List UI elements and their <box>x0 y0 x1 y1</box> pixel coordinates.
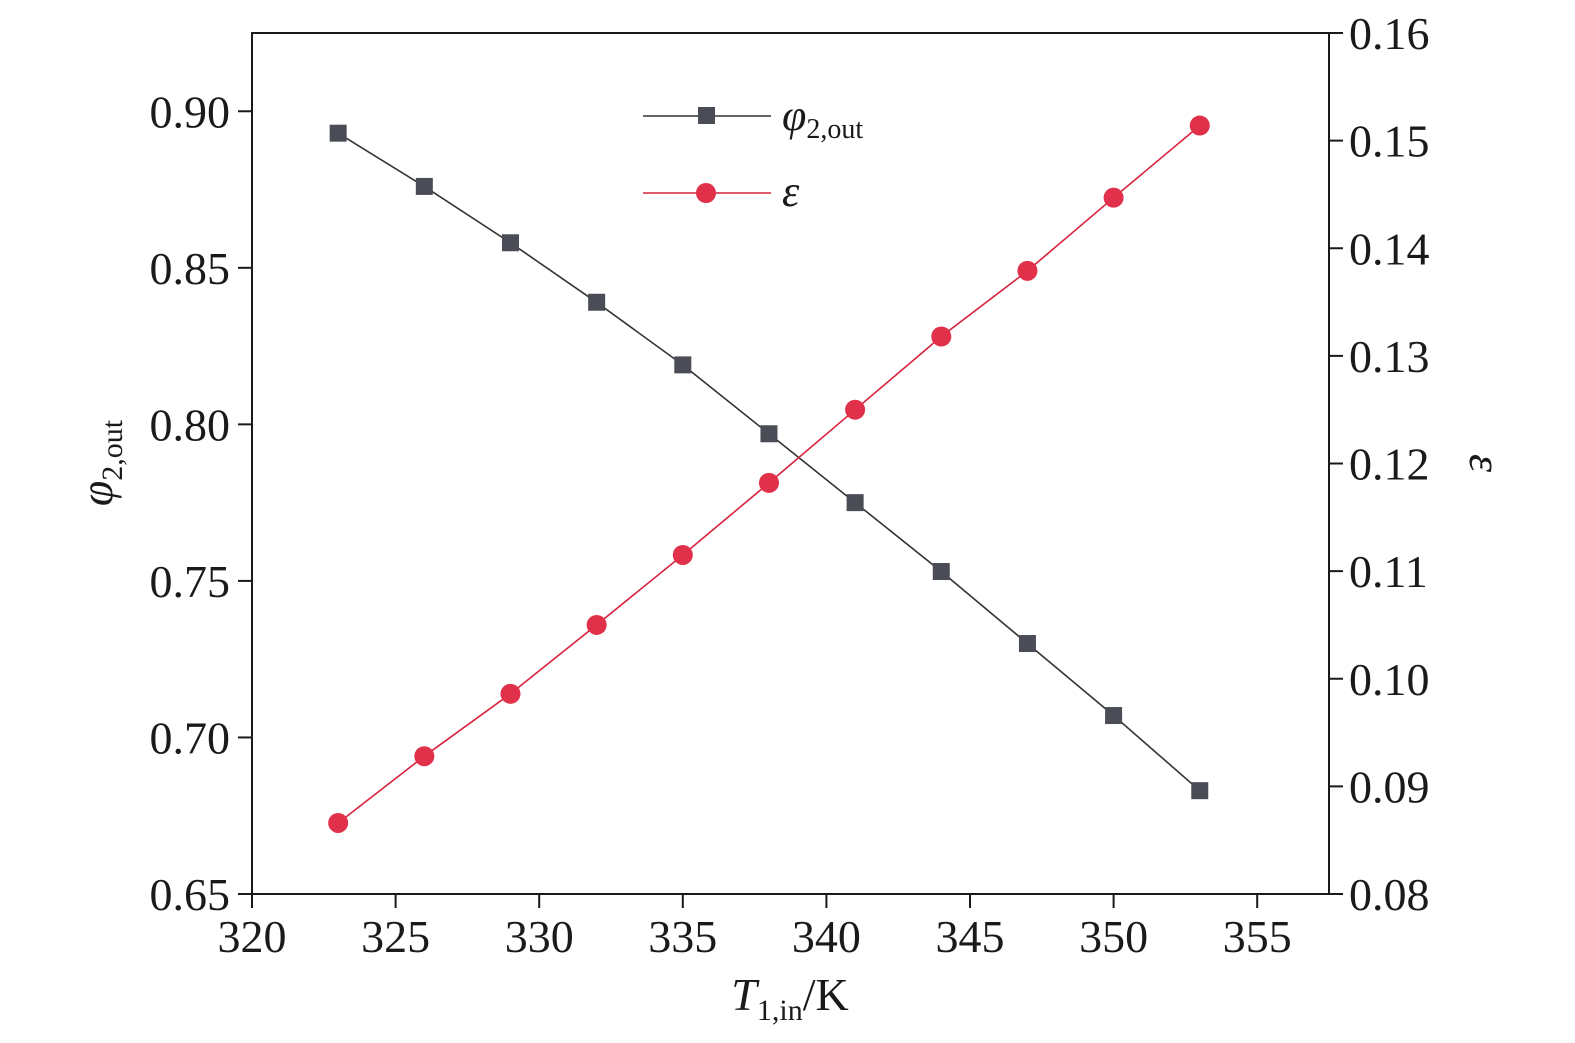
x-axis-title-main: T <box>731 969 760 1020</box>
x-axis-title-unit: /K <box>803 969 849 1020</box>
y-left-tick-label: 0.70 <box>150 712 231 763</box>
data-point-phi <box>760 425 778 443</box>
data-point-epsilon <box>931 326 952 347</box>
data-point-phi <box>846 494 864 512</box>
x-tick-label: 345 <box>936 911 1005 962</box>
series-markers <box>328 115 1210 833</box>
y-right-tick-label: 0.11 <box>1349 546 1428 597</box>
y-right-tick-label: 0.13 <box>1349 331 1430 382</box>
legend-marker-epsilon <box>696 183 716 203</box>
svg-text:T1,in/K: T1,in/K <box>731 969 848 1027</box>
data-point-phi <box>1018 635 1036 653</box>
y-right-tick-label: 0.09 <box>1349 761 1430 812</box>
svg-text:φ2,out: φ2,out <box>71 419 129 506</box>
data-point-epsilon <box>1103 187 1124 208</box>
data-point-epsilon <box>845 399 866 420</box>
x-axis-title-sub: 1,in <box>757 994 803 1027</box>
data-point-phi <box>1191 782 1209 800</box>
data-point-phi <box>588 293 606 311</box>
x-tick-label: 325 <box>361 911 430 962</box>
y-right-axis-title-main: ε <box>1460 454 1511 473</box>
legend-label-phi: φ2,out <box>782 91 863 145</box>
y-right-tick-label: 0.10 <box>1349 654 1430 705</box>
y-right-tick-label: 0.15 <box>1349 116 1430 167</box>
data-point-phi <box>329 124 347 142</box>
data-point-epsilon <box>1189 115 1210 136</box>
legend-marker-phi <box>698 107 715 124</box>
data-point-phi <box>415 177 433 195</box>
x-tick-label: 320 <box>218 911 287 962</box>
y-left-axis-title: φ2,out <box>71 419 129 506</box>
y-right-axis-title: ε <box>1460 454 1511 473</box>
x-tick-label: 340 <box>792 911 861 962</box>
y-left-tick-label: 0.90 <box>150 86 231 137</box>
data-point-phi <box>674 356 692 374</box>
data-point-epsilon <box>586 614 607 635</box>
x-tick-label: 350 <box>1079 911 1148 962</box>
data-point-phi <box>501 234 519 252</box>
x-tick-label: 355 <box>1223 911 1292 962</box>
data-point-epsilon <box>328 812 349 833</box>
data-point-phi <box>932 563 950 581</box>
y-left-tick-label: 0.85 <box>150 243 231 294</box>
x-tick-label: 330 <box>505 911 574 962</box>
data-point-epsilon <box>672 544 693 565</box>
y-right-tick-label: 0.16 <box>1349 8 1430 59</box>
y-left-tick-label: 0.75 <box>150 556 231 607</box>
y-left-axis-title-sub: 2,out <box>96 419 129 481</box>
legend: φ2,out ε <box>643 91 863 216</box>
y-right-tick-label: 0.08 <box>1349 869 1430 920</box>
y-left-axis-title-main: φ <box>71 481 122 506</box>
legend-label-epsilon: ε <box>782 167 800 216</box>
axis-ticks: 320 325 330 335 340 345 350 355 0.65 0.70 0.75 0.80… <box>150 8 1430 962</box>
x-axis-title: T1,in/K <box>731 969 848 1027</box>
y-right-tick-label: 0.12 <box>1349 439 1430 490</box>
y-left-tick-label: 0.65 <box>150 869 231 920</box>
data-point-phi <box>1105 707 1123 725</box>
y-right-tick-label: 0.14 <box>1349 223 1430 274</box>
y-left-tick-label: 0.80 <box>150 399 231 450</box>
series-line-phi <box>337 132 1201 792</box>
data-point-epsilon <box>1017 260 1038 281</box>
data-point-epsilon <box>414 746 435 767</box>
x-tick-label: 335 <box>648 911 717 962</box>
data-point-epsilon <box>758 472 779 493</box>
data-point-epsilon <box>500 683 521 704</box>
